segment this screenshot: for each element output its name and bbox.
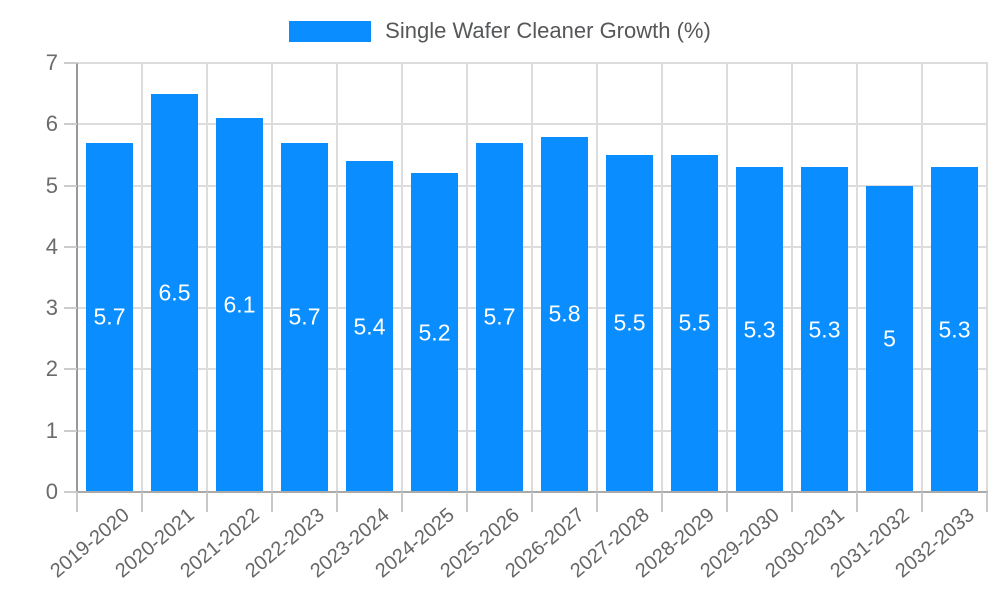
y-tick-mark [64, 368, 77, 371]
x-tick-mark [986, 492, 988, 512]
bar-value-label: 5.2 [418, 319, 451, 346]
gridline-vertical [401, 63, 403, 492]
bar [671, 154, 718, 492]
bar [346, 161, 393, 492]
bar [931, 167, 978, 492]
x-tick-mark [726, 492, 728, 512]
legend-swatch [289, 20, 372, 42]
legend-label: Single Wafer Cleaner Growth (%) [385, 18, 711, 43]
bar-value-label: 5.5 [613, 309, 646, 336]
y-tick-mark [64, 184, 77, 187]
bar [281, 142, 328, 492]
x-tick-mark [791, 492, 793, 512]
y-axis-label: 5 [45, 172, 58, 198]
y-axis-label: 6 [45, 111, 58, 137]
bar-value-label: 5.3 [808, 316, 841, 343]
x-tick-mark [466, 492, 468, 512]
y-tick-mark [64, 245, 77, 248]
x-tick-mark [271, 492, 273, 512]
bar [541, 136, 588, 492]
bar-value-label: 5.5 [678, 309, 711, 336]
gridline-vertical [141, 63, 143, 492]
gridline-vertical [726, 63, 728, 492]
gridline-vertical [986, 63, 988, 492]
gridline-vertical [921, 63, 923, 492]
bar [736, 167, 783, 492]
x-tick-mark [141, 492, 143, 512]
gridline-vertical [531, 63, 533, 492]
bar-value-label: 5.7 [288, 303, 321, 330]
bar-value-label: 5.3 [938, 316, 971, 343]
y-axis-label: 2 [45, 356, 58, 382]
y-tick-mark [64, 62, 77, 64]
y-axis-label: 7 [45, 50, 58, 75]
x-tick-mark [531, 492, 533, 512]
y-tick-mark [64, 429, 77, 432]
x-tick-mark [596, 492, 598, 512]
gridline-vertical [271, 63, 273, 492]
bar-value-label: 5.8 [548, 300, 581, 327]
bar-value-label: 5.7 [483, 303, 516, 330]
y-axis-label: 4 [45, 233, 58, 259]
bar [866, 185, 913, 492]
bar [606, 154, 653, 492]
bar-value-label: 6.1 [223, 291, 256, 318]
bar-value-label: 5.7 [93, 303, 126, 330]
x-tick-mark [856, 492, 858, 512]
gridline-vertical [336, 63, 338, 492]
y-tick-mark [64, 123, 77, 126]
gridline-vertical [596, 63, 598, 492]
bar [411, 173, 458, 492]
plot-area: 5.7 6.5 6.1 5.7 5.4 5.2 5.7 5.8 5.5 5.5 5.3 5.3 5 5.3 [77, 62, 988, 493]
gridline-vertical [661, 63, 663, 492]
y-axis-line [76, 63, 78, 493]
bar [151, 93, 198, 492]
bar-value-label: 5 [883, 325, 896, 352]
y-tick-mark [64, 491, 77, 493]
chart-legend[interactable]: Single Wafer Cleaner Growth (%) [0, 18, 1000, 44]
x-tick-mark [921, 492, 923, 512]
bar-value-label: 5.4 [353, 313, 386, 340]
x-tick-mark [76, 492, 78, 512]
x-tick-mark [401, 492, 403, 512]
x-tick-mark [336, 492, 338, 512]
gridline-vertical [206, 63, 208, 492]
x-tick-mark [206, 492, 208, 512]
y-axis-label: 1 [45, 417, 58, 443]
bar [86, 142, 133, 492]
gridline-vertical [791, 63, 793, 492]
bar-value-label: 5.3 [743, 316, 776, 343]
x-tick-mark [661, 492, 663, 512]
y-axis-label: 3 [45, 295, 58, 321]
gridline-vertical [466, 63, 468, 492]
bar [216, 118, 263, 492]
bar-value-label: 6.5 [158, 279, 191, 306]
y-tick-mark [64, 307, 77, 310]
gridline-vertical [856, 63, 858, 492]
bar [476, 142, 523, 492]
y-axis-label: 0 [45, 479, 58, 504]
bar [801, 167, 848, 492]
